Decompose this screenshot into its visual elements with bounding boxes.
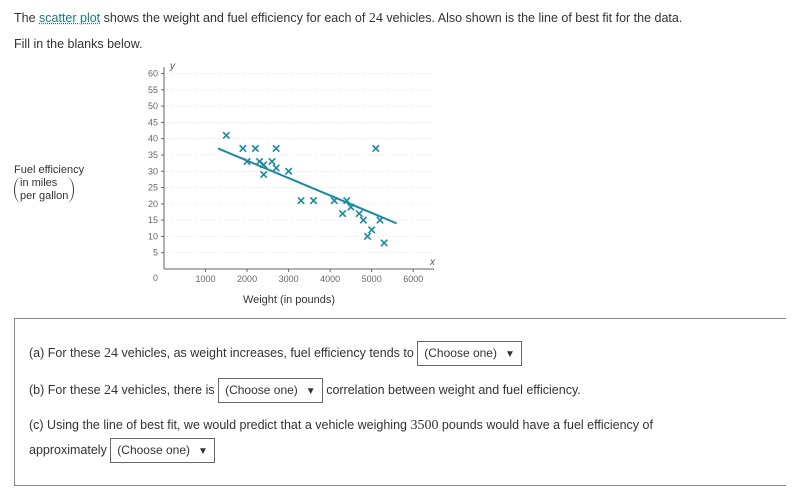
ylabel-line2a: in miles [20,177,57,189]
svg-text:x: x [429,257,436,268]
qc-w: 3500 [410,418,438,433]
qc-dd-label: (Choose one) [117,443,190,457]
svg-text:55: 55 [148,85,158,95]
svg-text:10: 10 [148,231,158,241]
svg-text:50: 50 [148,101,158,111]
intro-pre: The [14,11,39,25]
question-c: (c) Using the line of best fit, we would… [29,415,772,463]
svg-text:0: 0 [153,273,158,283]
qb-pre: (b) For these [29,383,104,397]
svg-text:60: 60 [148,69,158,79]
qc-pre: (c) Using the line of best fit, we would… [29,418,410,432]
chevron-down-icon: ▼ [505,349,515,360]
ylabel-line1: Fuel efficiency [14,164,124,177]
svg-text:25: 25 [148,183,158,193]
chart-column: 5 10 15 20 25 30 35 40 45 50 55 60 1000 2000 3000 4000 5… [134,61,444,306]
question-b: (b) For these 24 vehicles, there is (Cho… [29,378,772,403]
intro-text: The scatter plot shows the weight and fu… [14,8,786,29]
chevron-down-icon: ▼ [306,386,316,397]
svg-text:15: 15 [148,215,158,225]
qa-dropdown[interactable]: (Choose one) ▼ [417,341,522,366]
chevron-down-icon: ▼ [198,446,208,457]
chart-row: Fuel efficiency in miles per gallon 5 10 1… [14,61,786,306]
svg-text:20: 20 [148,199,158,209]
intro-mid2: vehicles. Also shown is the line of best… [383,11,682,25]
ylabel-paren: in miles per gallon [14,177,74,203]
qa-pre: (a) For these [29,346,104,360]
vehicle-count: 24 [369,11,383,26]
svg-text:35: 35 [148,150,158,160]
qc-line2: approximately [29,443,110,457]
qb-mid: vehicles, there is [118,383,218,397]
question-box: (a) For these 24 vehicles, as weight inc… [14,318,786,486]
qa-n: 24 [104,346,118,361]
ylabel-line2b: per gallon [20,190,68,202]
qc-dropdown[interactable]: (Choose one) ▼ [110,438,215,463]
svg-text:y: y [169,61,176,72]
qa-dd-label: (Choose one) [424,346,497,360]
question-a: (a) For these 24 vehicles, as weight inc… [29,341,772,366]
svg-text:5: 5 [153,248,158,258]
svg-text:3000: 3000 [279,274,299,284]
scatter-plot-link[interactable]: scatter plot [39,11,100,25]
qb-dd-label: (Choose one) [225,383,298,397]
svg-text:45: 45 [148,117,158,127]
scatter-chart: 5 10 15 20 25 30 35 40 45 50 55 60 1000 2000 3000 4000 5… [134,61,444,291]
fill-blanks-text: Fill in the blanks below. [14,37,786,51]
svg-text:30: 30 [148,166,158,176]
qb-n: 24 [104,383,118,398]
svg-text:40: 40 [148,134,158,144]
svg-text:1000: 1000 [196,274,216,284]
x-axis-label: Weight (in pounds) [243,294,335,306]
qa-post: vehicles, as weight increases, fuel effi… [118,346,417,360]
svg-text:6000: 6000 [403,274,423,284]
intro-mid1: shows the weight and fuel efficiency for… [100,11,369,25]
qc-post: pounds would have a fuel efficiency of [438,418,653,432]
y-axis-label: Fuel efficiency in miles per gallon [14,164,124,204]
svg-text:5000: 5000 [362,274,382,284]
qb-post: correlation between weight and fuel effi… [326,383,581,397]
qb-dropdown[interactable]: (Choose one) ▼ [218,378,323,403]
svg-text:2000: 2000 [237,274,257,284]
svg-text:4000: 4000 [320,274,340,284]
